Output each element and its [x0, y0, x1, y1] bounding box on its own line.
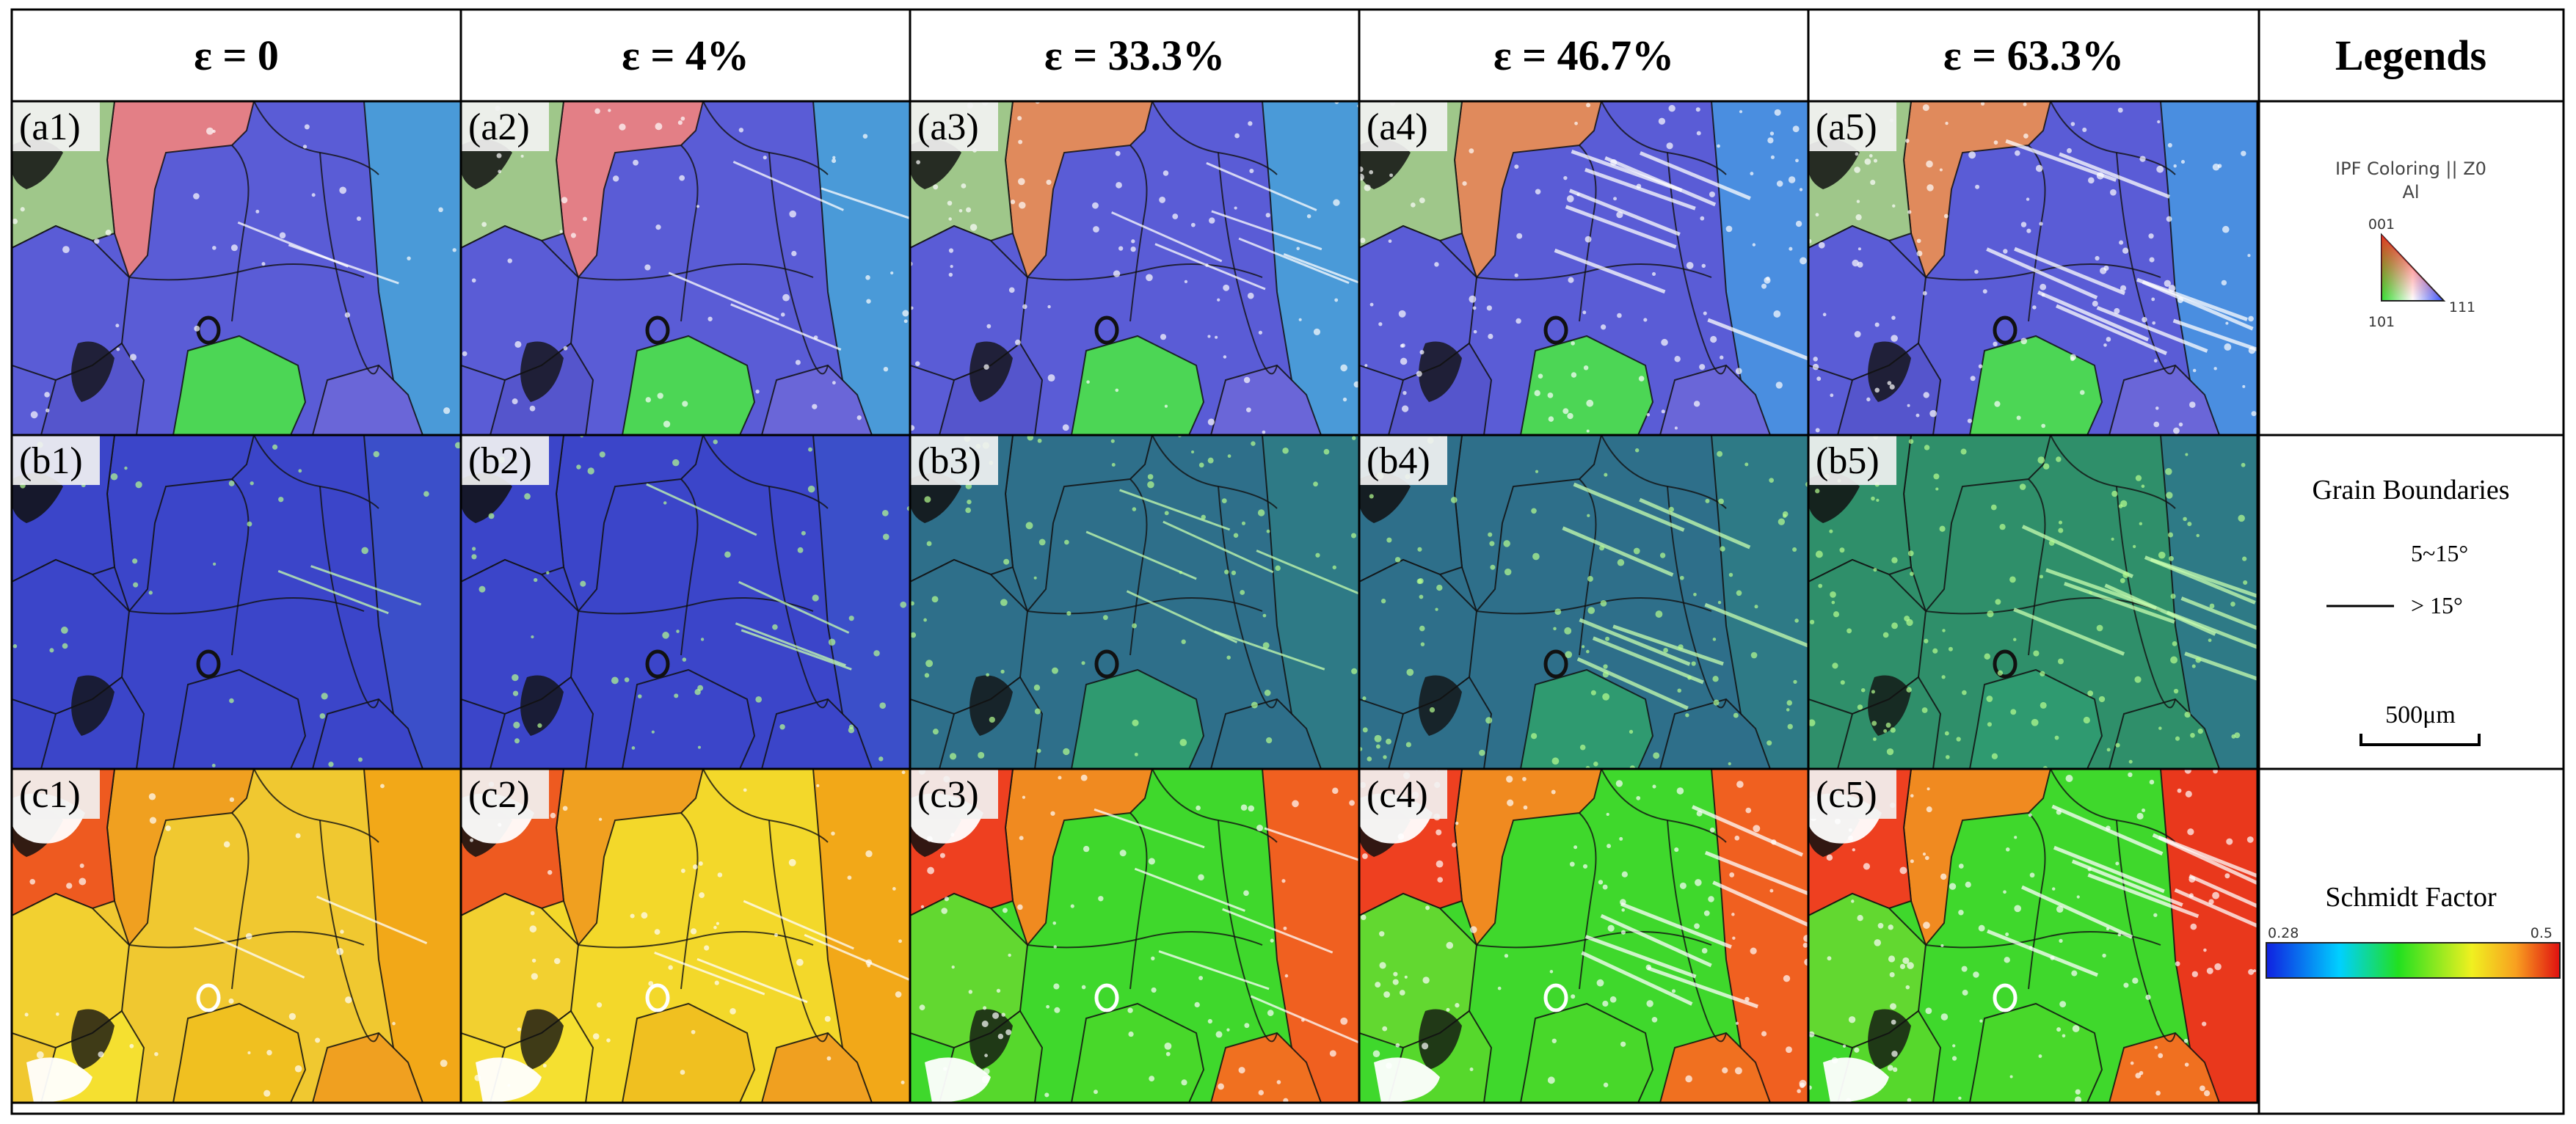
panel-c2: (c2)	[459, 767, 912, 1104]
scale-bar	[2359, 734, 2481, 746]
panel-a2: (a2)	[459, 100, 912, 437]
legend-ipf-title: IPF Coloring || Z0	[2335, 158, 2486, 179]
panel-b3: (b3)	[909, 434, 1361, 770]
panel-c1: (c1)	[10, 767, 462, 1104]
panel-label-c3: (c3)	[917, 774, 979, 816]
panel-label-c1: (c1)	[19, 774, 81, 816]
panel-c4: (c4)	[1358, 767, 1810, 1104]
legend-sf-min: 0.28	[2268, 925, 2299, 941]
header-strain-63: ε = 63.3%	[1943, 32, 2124, 79]
panel-b1: (b1)	[10, 434, 462, 770]
panel-a5: (a5)	[1807, 100, 2259, 437]
panel-label-b2: (b2)	[468, 440, 532, 482]
panel-b4: (b4)	[1358, 434, 1810, 770]
panel-grid: (a1) (a2) (a3) (a4) (a5) (b1) (b2) (b3) (b4) (b5)…	[10, 100, 2259, 1104]
panel-b5: (b5)	[1807, 434, 2259, 770]
panel-label-a3: (a3)	[917, 106, 979, 148]
header-strain-33: ε = 33.3%	[1044, 32, 1225, 79]
ipf-triangle	[2381, 233, 2446, 302]
legend-scale-label: 500μm	[2385, 701, 2456, 729]
panel-b2: (b2)	[459, 434, 912, 770]
legend-gb-high: > 15°	[2411, 592, 2463, 618]
panel-label-a2: (a2)	[468, 106, 530, 148]
header-strain-46: ε = 46.7%	[1493, 32, 1674, 79]
panel-c5: (c5)	[1807, 767, 2259, 1104]
legend-ipf-101: 101	[2368, 314, 2395, 330]
legend-gb-title: Grain Boundaries	[2312, 475, 2509, 506]
legend-ipf-material: Al	[2402, 182, 2419, 202]
panel-label-b3: (b3)	[917, 440, 981, 482]
legend-ipf-001: 001	[2368, 216, 2395, 233]
legend-ipf: IPF Coloring || Z0 Al 001 101 111	[2335, 158, 2486, 330]
legend-sf-max: 0.5	[2530, 925, 2553, 941]
header-strain-4: ε = 4%	[622, 32, 749, 79]
panel-a1: (a1)	[10, 100, 462, 437]
legend-gb-low: 5~15°	[2411, 540, 2468, 566]
panel-label-a5: (a5)	[1816, 106, 1877, 148]
panel-label-c4: (c4)	[1367, 774, 1428, 816]
panel-a3: (a3)	[909, 100, 1361, 437]
legend-schmidt: Schmidt Factor 0.28 0.5	[2266, 882, 2561, 979]
panel-label-a1: (a1)	[19, 106, 81, 148]
header-strain-0: ε = 0	[194, 32, 279, 79]
legend-sf-title: Schmidt Factor	[2325, 882, 2497, 913]
panel-label-b1: (b1)	[19, 440, 83, 482]
header-legends: Legends	[2335, 32, 2486, 79]
legend-grain-boundaries: Grain Boundaries 5~15° > 15° 500μm	[2312, 475, 2510, 746]
panel-c3: (c3)	[909, 767, 1361, 1104]
panel-label-c2: (c2)	[468, 774, 530, 816]
legend-ipf-111: 111	[2449, 299, 2475, 315]
panel-label-c5: (c5)	[1816, 774, 1877, 816]
panel-label-b5: (b5)	[1816, 440, 1880, 482]
panel-label-a4: (a4)	[1367, 106, 1428, 148]
panel-a4: (a4)	[1358, 100, 1810, 437]
panel-label-b4: (b4)	[1367, 440, 1430, 482]
schmidt-colorbar	[2266, 942, 2561, 979]
